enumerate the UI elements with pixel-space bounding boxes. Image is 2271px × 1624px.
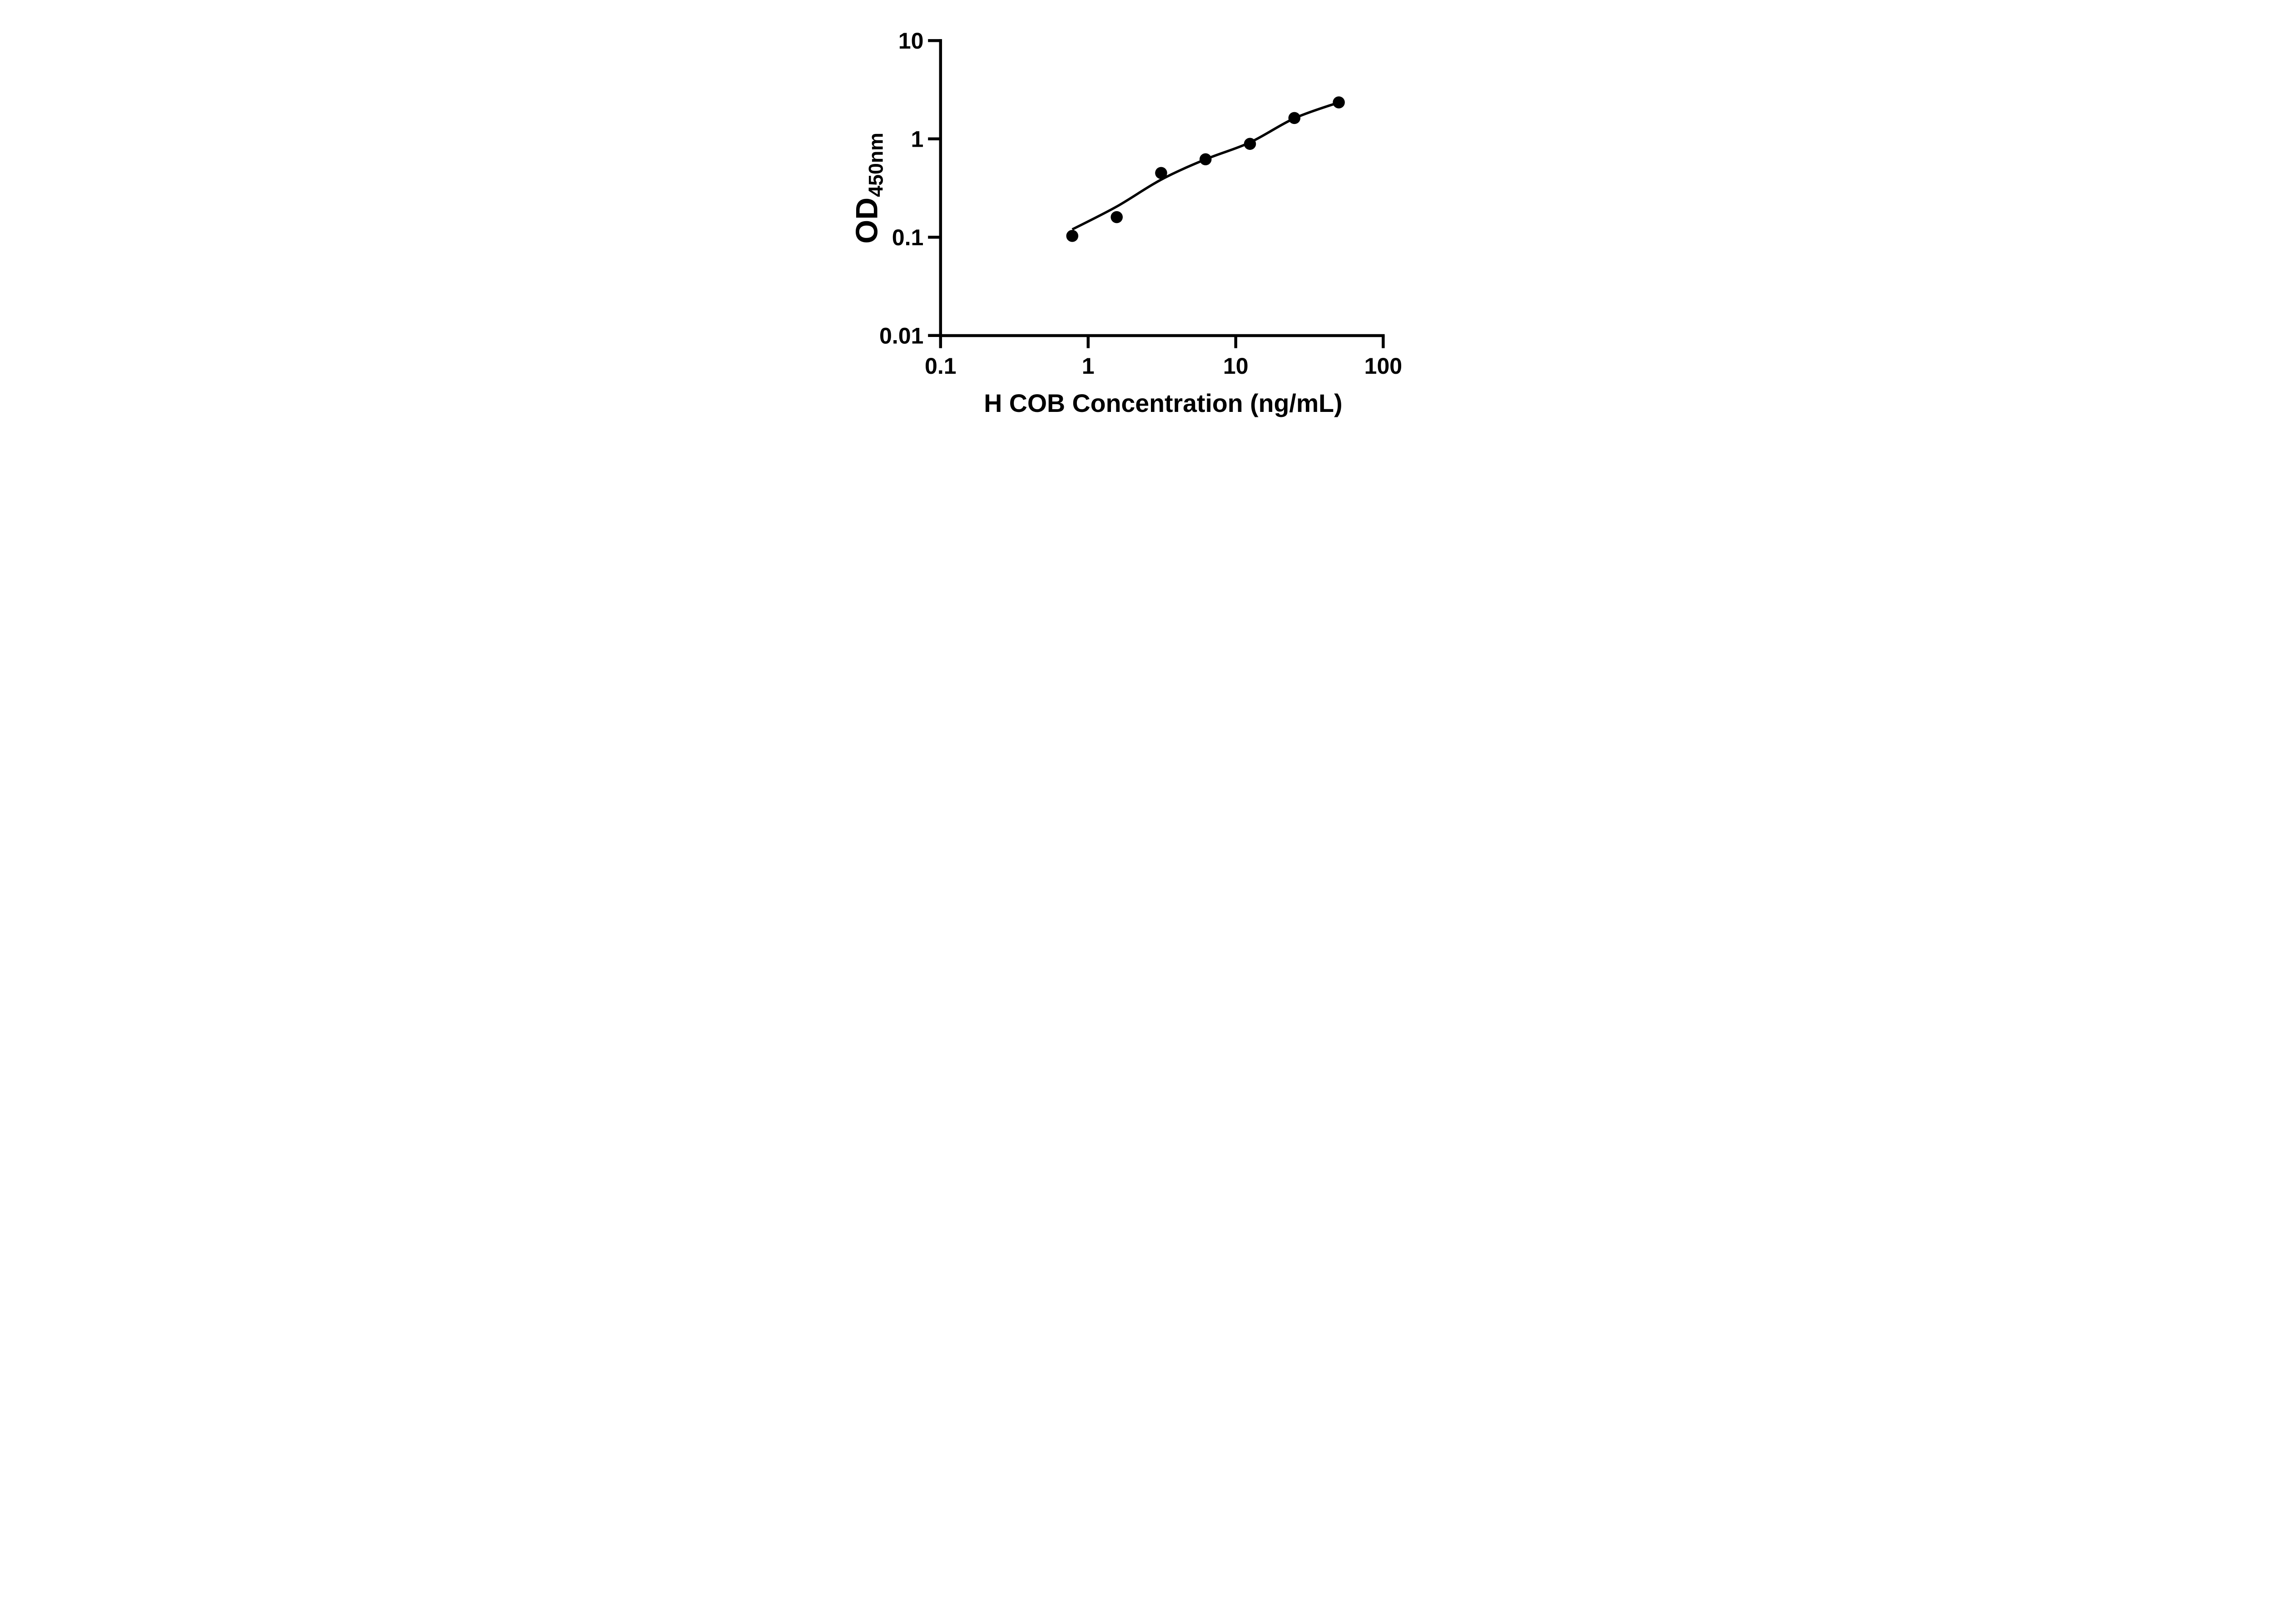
x-axis-title: H COB Concentration (ng/mL) [984, 389, 1342, 417]
data-series-layer [1066, 96, 1345, 242]
x-tick-label-100: 100 [1364, 353, 1403, 379]
y-axis-title: OD 450nm [850, 133, 887, 243]
standard-curve-figure: 10 1 0.1 0.01 0.1 1 10 100 H COB Concent… [818, 0, 1453, 440]
data-point-marker [1155, 167, 1167, 179]
x-tick-label-0.1: 0.1 [925, 353, 957, 379]
x-tick-labels: 0.1 1 10 100 [925, 353, 1402, 379]
x-tick-label-1: 1 [1082, 353, 1095, 379]
data-point-marker [1288, 112, 1301, 124]
data-point-marker [1066, 230, 1079, 242]
y-tick-labels: 10 1 0.1 0.01 [879, 28, 923, 348]
data-point-marker [1244, 138, 1256, 150]
y-axis-title-subscript: 450nm [865, 133, 888, 197]
y-tick-label-1: 1 [911, 127, 924, 152]
y-tick-label-0.1: 0.1 [892, 225, 924, 250]
elisa-standard-curve-chart: 10 1 0.1 0.01 0.1 1 10 100 H COB Concent… [818, 0, 1453, 440]
data-point-marker [1333, 96, 1345, 109]
axes [939, 39, 1385, 337]
data-point-marker [1111, 211, 1123, 223]
y-ticks [928, 39, 941, 337]
y-tick-label-0.01: 0.01 [879, 323, 923, 349]
x-ticks [939, 335, 1385, 348]
x-tick-label-10: 10 [1223, 353, 1249, 379]
y-axis-title-main: OD [850, 198, 884, 244]
data-point-marker [1199, 153, 1212, 166]
y-tick-label-10: 10 [898, 28, 924, 54]
